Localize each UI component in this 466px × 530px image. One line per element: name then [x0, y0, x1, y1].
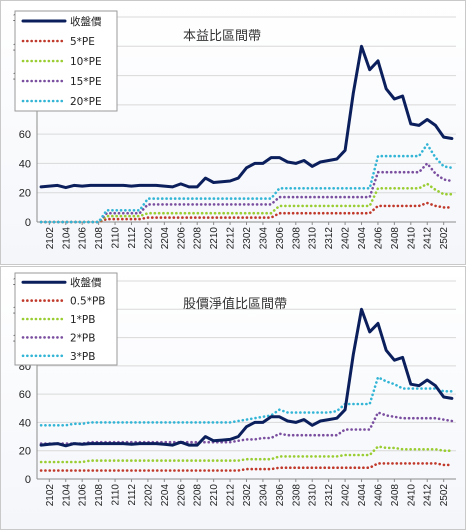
legend-label: 20*PE [70, 96, 102, 108]
x-tick-label: 2408 [390, 484, 401, 507]
x-tick-label: 2204 [160, 227, 171, 250]
x-tick-label: 2304 [258, 227, 269, 250]
pe-band-chart: 0204060801001201402102210421062108211021… [0, 0, 466, 265]
x-tick-label: 2404 [357, 227, 368, 250]
x-tick-label: 2102 [45, 484, 56, 507]
legend-label: 1*PB [70, 314, 95, 326]
x-tick-label: 2104 [61, 484, 72, 507]
x-tick-label: 2108 [94, 484, 105, 507]
y-tick-label: 0 [25, 217, 31, 229]
series-line-0 [39, 44, 454, 190]
x-tick-label: 2210 [209, 484, 220, 507]
chart-title: 本益比區間帶 [183, 29, 261, 44]
x-tick-label: 2502 [439, 227, 450, 250]
x-tick-label: 2202 [143, 484, 154, 507]
x-tick-label: 2202 [143, 227, 154, 250]
y-tick-label: 40 [19, 417, 31, 429]
x-tick-label: 2206 [176, 227, 187, 250]
y-tick-label: 60 [19, 389, 31, 401]
x-tick-label: 2204 [160, 484, 171, 507]
x-tick-label: 2112 [127, 484, 138, 506]
x-tick-label: 2302 [242, 227, 253, 250]
x-tick-label: 2404 [357, 484, 368, 507]
x-tick-label: 2304 [258, 484, 269, 507]
x-tick-label: 2402 [341, 227, 352, 250]
x-tick-label: 2406 [373, 227, 384, 250]
legend-label: 5*PE [70, 36, 95, 48]
x-tick-label: 2106 [78, 484, 89, 507]
x-tick-label: 2212 [226, 227, 237, 250]
x-tick-label: 2106 [78, 227, 89, 250]
pb-band-chart-svg: 0204060801001201402102210421062108211021… [13, 272, 456, 507]
x-tick-label: 2208 [193, 484, 204, 507]
x-tick-label: 2410 [406, 227, 417, 250]
pb-band-chart: 0204060801001201402102210421062108211021… [0, 266, 466, 530]
x-tick-label: 2206 [176, 484, 187, 507]
x-tick-label: 2312 [324, 227, 335, 250]
x-tick-label: 2308 [291, 227, 302, 250]
x-tick-label: 2212 [226, 484, 237, 507]
legend-label: 2*PB [70, 332, 95, 344]
x-tick-label: 2502 [439, 484, 450, 507]
series-line-3 [39, 162, 454, 224]
x-tick-label: 2412 [423, 484, 434, 507]
legend-label: 15*PE [70, 76, 102, 88]
series-line-2 [39, 445, 454, 464]
x-tick-label: 2210 [209, 227, 220, 250]
legend-label: 收盤價 [70, 15, 102, 28]
x-tick-label: 2308 [291, 484, 302, 507]
x-tick-label: 2410 [406, 484, 417, 507]
x-tick-label: 2306 [275, 227, 286, 250]
legend-label: 10*PE [70, 56, 102, 68]
y-tick-label: 20 [19, 446, 31, 458]
y-tick-label: 0 [25, 474, 31, 486]
x-tick-label: 2310 [308, 227, 319, 250]
x-tick-label: 2102 [45, 227, 56, 250]
x-tick-label: 2108 [94, 227, 105, 250]
x-tick-label: 2208 [193, 227, 204, 250]
x-tick-label: 2110 [111, 227, 122, 249]
chart-title: 股價淨值比區間帶 [183, 296, 287, 312]
x-tick-label: 2412 [423, 227, 434, 250]
x-tick-label: 2306 [275, 484, 286, 507]
x-tick-label: 2104 [61, 227, 72, 250]
pe-band-chart-svg: 0204060801001201402102210421062108211021… [13, 10, 456, 250]
x-tick-label: 2112 [127, 227, 138, 249]
x-tick-label: 2402 [341, 484, 352, 507]
legend-label: 收盤價 [70, 276, 102, 289]
y-tick-label: 40 [19, 158, 31, 170]
x-tick-label: 2302 [242, 484, 253, 507]
x-tick-label: 2408 [390, 227, 401, 250]
series-line-1 [39, 462, 454, 472]
x-tick-label: 2312 [324, 484, 335, 507]
series-line-4 [39, 375, 454, 427]
x-tick-label: 2406 [373, 484, 384, 507]
y-tick-label: 60 [19, 129, 31, 141]
series-line-1 [39, 201, 454, 224]
y-tick-label: 20 [19, 188, 31, 200]
legend-box [14, 10, 118, 112]
legend-label: 3*PB [70, 351, 95, 363]
series-line-4 [39, 143, 454, 224]
x-tick-label: 2310 [308, 484, 319, 507]
series-line-2 [39, 182, 454, 224]
legend-label: 0.5*PB [70, 296, 105, 308]
x-tick-label: 2110 [111, 484, 122, 506]
series-line-0 [39, 307, 454, 448]
